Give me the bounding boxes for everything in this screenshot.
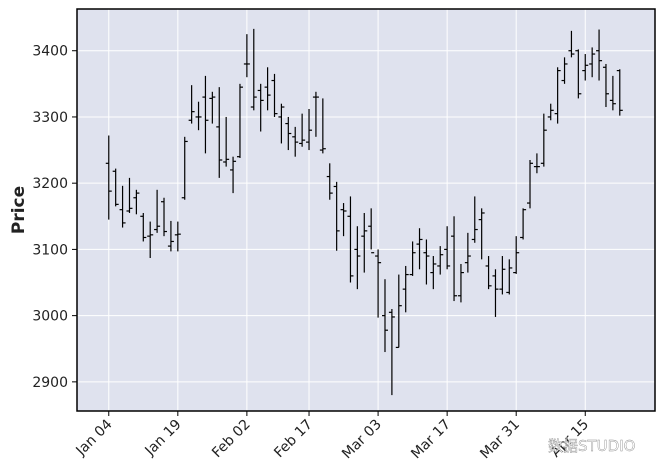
y-tick-label: 3000 <box>32 309 68 325</box>
x-tick-label: Mar 03 <box>339 417 385 463</box>
x-tick-label: Feb 17 <box>271 417 316 462</box>
x-tick-label: Mar 17 <box>408 417 454 463</box>
y-tick-label: 3100 <box>32 242 68 258</box>
x-tick-label: Mar 31 <box>477 417 523 463</box>
x-tick-label: Jan 04 <box>73 416 116 459</box>
plot-frame <box>76 8 656 412</box>
plot-area <box>77 9 655 411</box>
x-tick-label: Jan 19 <box>142 417 185 460</box>
y-tick-label: 2900 <box>32 375 68 391</box>
y-axis-label: Price <box>9 186 29 234</box>
y-tick-label: 3200 <box>32 176 68 192</box>
watermark: 数据STUDIO <box>548 437 635 455</box>
y-tick-label: 3400 <box>32 44 68 60</box>
x-tick-label: Feb 02 <box>209 417 254 462</box>
y-tick-label: 3300 <box>32 110 68 126</box>
